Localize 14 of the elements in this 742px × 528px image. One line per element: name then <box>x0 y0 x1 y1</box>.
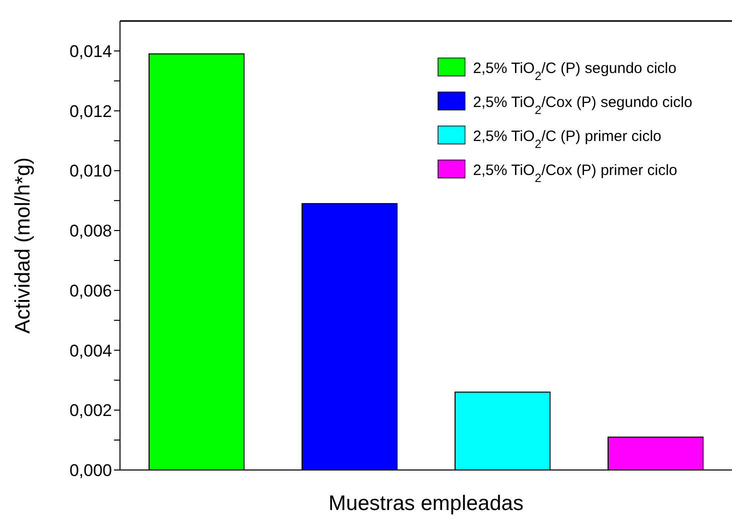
legend-label: 2,5% TiO$_{2}$/C (P) segundo ciclo <box>473 60 676 83</box>
legend-label: 2,5% TiO$_{2}$/Cox (P) segundo ciclo <box>473 94 692 117</box>
y-tick-label: 0,010 <box>69 162 112 181</box>
y-tick-label: 0,000 <box>69 461 112 480</box>
y-axis-title: Actividad (mol/h*g) <box>11 157 34 334</box>
legend-label: 2,5% TiO$_{2}$/C (P) primer ciclo <box>473 128 662 151</box>
y-tick-label: 0,004 <box>69 341 112 360</box>
y-tick-label: 0,006 <box>69 281 112 300</box>
x-axis-title: Muestras empleadas <box>328 492 524 515</box>
y-tick-label: 0,002 <box>69 401 112 420</box>
y-tick-label: 0,014 <box>69 42 112 61</box>
y-tick-label: 0,008 <box>69 222 112 241</box>
y-tick-label: 0,012 <box>69 102 112 121</box>
legend-label: 2,5% TiO$_{2}$/Cox (P) primer ciclo <box>473 162 678 185</box>
